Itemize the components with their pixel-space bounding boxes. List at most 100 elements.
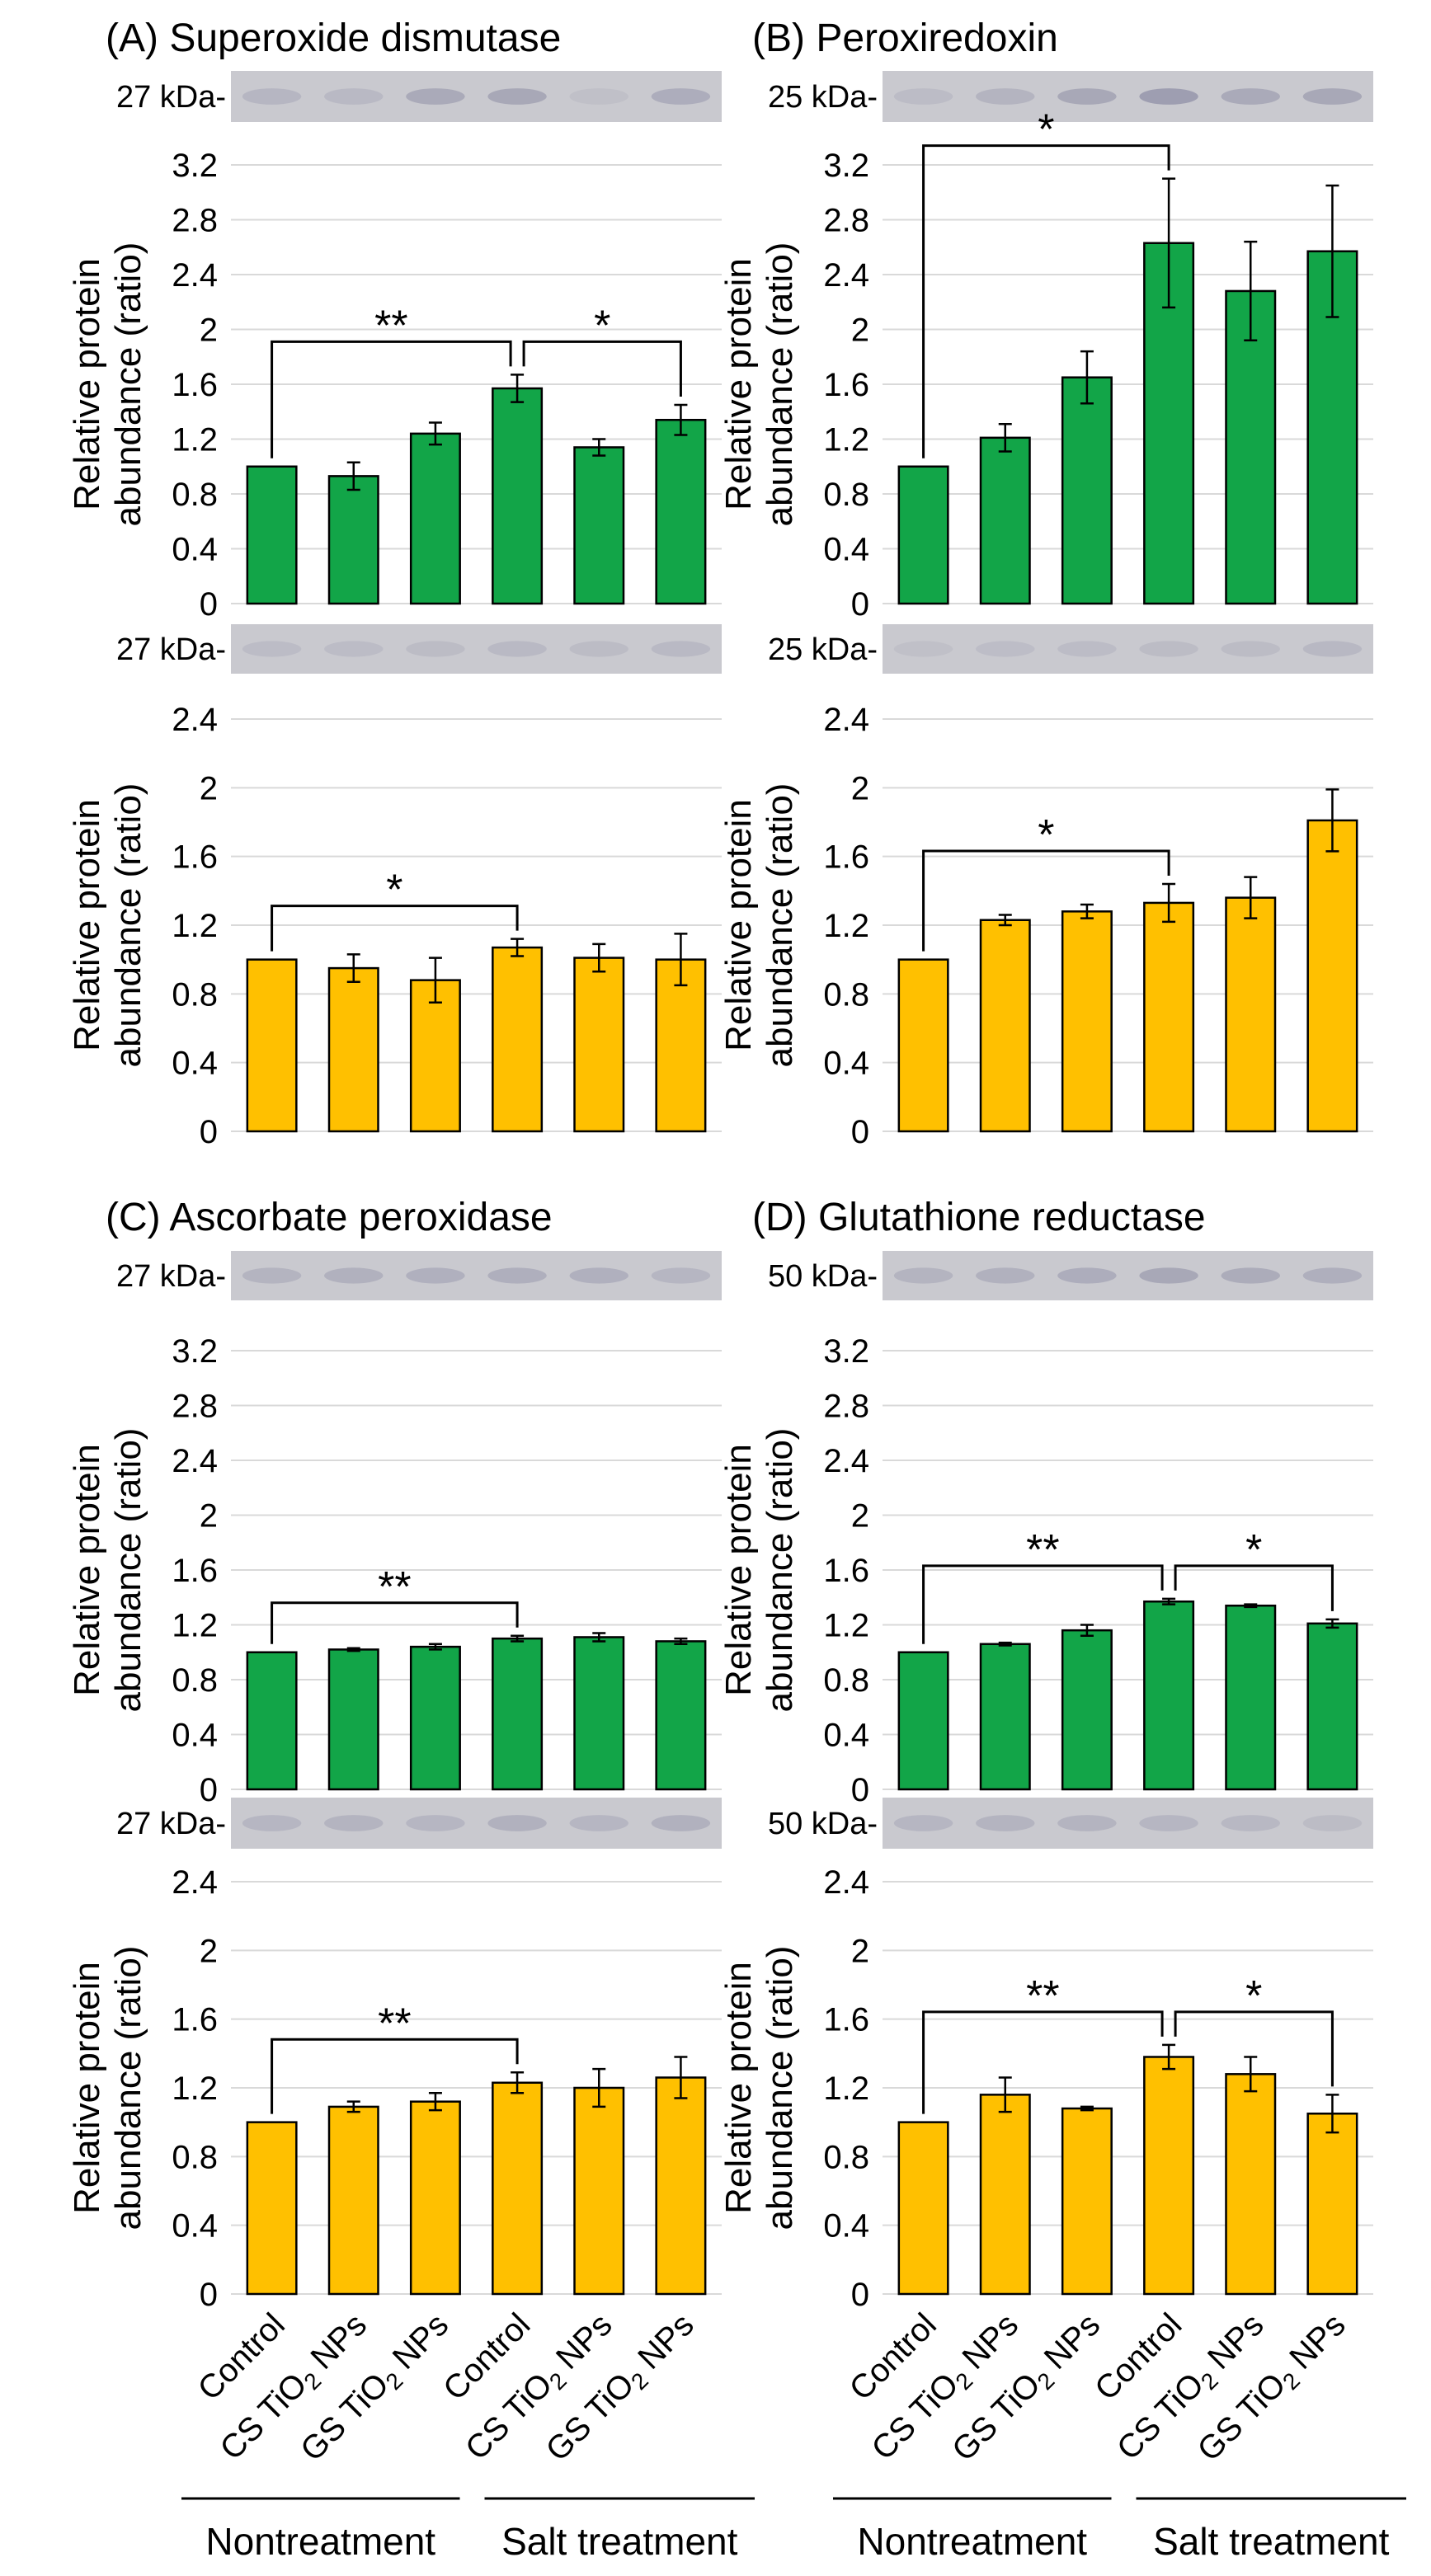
y-tick-label: 0.8 bbox=[172, 976, 218, 1013]
significance-bracket: * bbox=[922, 811, 1170, 952]
bar-chart: 0 0.4 0.8 1.2 1.6 2 2.4 Relative protein abundan… bbox=[67, 702, 722, 1150]
protein-band bbox=[893, 641, 953, 657]
bar-chart: 0 0.4 0.8 1.2 1.6 2 2.4 Relative protein abundan… bbox=[718, 702, 1373, 1150]
bar bbox=[492, 2081, 544, 2296]
protein-band bbox=[651, 1267, 711, 1284]
y-axis-label-line2: abundance (ratio) bbox=[760, 783, 800, 1068]
group-label: Nontreatment bbox=[857, 2520, 1087, 2563]
bar bbox=[327, 2105, 379, 2296]
bar-chart: 0 0.4 0.8 1.2 1.6 2 2.4 2.8 3.2 Relative protein a… bbox=[718, 106, 1373, 623]
significance-bracket: * bbox=[1174, 1972, 1334, 2087]
y-axis-label-line1: Relative protein bbox=[718, 258, 759, 510]
protein-band bbox=[1139, 641, 1198, 657]
bar bbox=[409, 2100, 461, 2296]
bar-chart: 0 0.4 0.8 1.2 1.6 2 2.4 2.8 3.2 Relative protein a… bbox=[67, 148, 722, 623]
protein-band bbox=[324, 1267, 384, 1284]
protein-band bbox=[569, 1815, 628, 1831]
protein-band bbox=[487, 1267, 547, 1284]
bar bbox=[573, 446, 625, 605]
protein-band bbox=[1139, 88, 1198, 105]
western-blot: 27 kDa- bbox=[116, 1251, 722, 1300]
y-axis-label: Relative protein abundance (ratio) bbox=[718, 1946, 800, 2230]
bar bbox=[1225, 896, 1277, 1133]
bracket-line bbox=[522, 340, 682, 397]
protein-band bbox=[406, 1815, 465, 1831]
bar bbox=[979, 919, 1031, 1133]
kda-label: 27 kDa- bbox=[116, 632, 226, 667]
y-axis-label-line2: abundance (ratio) bbox=[760, 242, 800, 527]
group-label: Salt treatment bbox=[1153, 2520, 1390, 2563]
y-axis-label-line1: Relative protein bbox=[67, 258, 107, 510]
y-tick-label: 1.6 bbox=[172, 839, 218, 876]
y-axis-label-line2: abundance (ratio) bbox=[108, 242, 148, 527]
protein-band bbox=[976, 1267, 1035, 1284]
y-tick-label: 2 bbox=[200, 1498, 218, 1535]
bar bbox=[409, 432, 461, 605]
y-tick-label: 0.4 bbox=[823, 1718, 869, 1754]
bracket-line bbox=[271, 340, 512, 458]
bracket-line bbox=[922, 144, 1170, 458]
significance-mark: ** bbox=[1026, 1526, 1059, 1574]
kda-label: 27 kDa- bbox=[116, 80, 226, 115]
y-axis-label-line2: abundance (ratio) bbox=[108, 1946, 148, 2230]
y-tick-label: 2.4 bbox=[823, 702, 869, 738]
bar-chart: 0 0.4 0.8 1.2 1.6 2 2.4 2.8 3.2 Relative protein a… bbox=[67, 1333, 722, 1808]
bar bbox=[492, 387, 544, 605]
y-axis-label: Relative protein abundance (ratio) bbox=[67, 242, 148, 527]
significance-mark: ** bbox=[374, 302, 407, 350]
protein-band bbox=[1302, 1267, 1363, 1284]
protein-band bbox=[1139, 1267, 1198, 1284]
significance-mark: * bbox=[1245, 1972, 1262, 2020]
bar bbox=[655, 1640, 707, 1791]
y-tick-label: 2 bbox=[851, 770, 869, 806]
protein-band bbox=[893, 1815, 953, 1831]
bar bbox=[1143, 2056, 1195, 2296]
protein-band bbox=[487, 641, 547, 657]
protein-band bbox=[487, 88, 547, 105]
significance-bracket: ** bbox=[922, 1526, 1164, 1644]
kda-label: 27 kDa- bbox=[116, 1807, 226, 1841]
y-tick-label: 2.4 bbox=[172, 1443, 218, 1479]
y-tick-label: 2.8 bbox=[823, 1389, 869, 1425]
bar bbox=[409, 1645, 461, 1791]
y-tick-label: 0.4 bbox=[823, 2208, 869, 2245]
bar bbox=[1061, 2107, 1113, 2296]
significance-mark: * bbox=[1038, 811, 1054, 859]
y-tick-label: 1.6 bbox=[823, 367, 869, 403]
significance-mark: ** bbox=[378, 1563, 411, 1611]
y-tick-label: 0.8 bbox=[172, 2139, 218, 2175]
significance-bracket: ** bbox=[271, 302, 512, 458]
significance-mark: ** bbox=[378, 2000, 411, 2047]
bar bbox=[897, 958, 949, 1133]
significance-bracket: ** bbox=[271, 1563, 519, 1644]
y-tick-label: 0 bbox=[200, 2277, 218, 2313]
y-tick-label: 0.4 bbox=[172, 2208, 218, 2245]
y-axis-label: Relative protein abundance (ratio) bbox=[718, 242, 800, 527]
protein-band bbox=[324, 88, 384, 105]
protein-band bbox=[976, 88, 1035, 105]
western-blot: 27 kDa- bbox=[116, 624, 722, 674]
blot-background bbox=[231, 624, 722, 674]
blot-background bbox=[231, 71, 722, 122]
bar bbox=[1061, 910, 1113, 1133]
bar bbox=[573, 957, 625, 1133]
bar bbox=[1306, 819, 1358, 1133]
western-blot: 25 kDa- bbox=[768, 624, 1373, 674]
y-tick-label: 0 bbox=[851, 1114, 869, 1150]
protein-band bbox=[1221, 88, 1280, 105]
blot-background bbox=[231, 1798, 722, 1849]
protein-band bbox=[242, 88, 302, 105]
protein-band bbox=[651, 1815, 711, 1831]
y-tick-label: 1.2 bbox=[823, 422, 869, 458]
bar bbox=[246, 465, 298, 605]
blot-background bbox=[883, 71, 1373, 122]
bar bbox=[492, 1637, 544, 1791]
y-tick-label: 1.2 bbox=[172, 422, 218, 458]
y-tick-label: 1.2 bbox=[823, 1608, 869, 1644]
y-tick-label: 0 bbox=[851, 1772, 869, 1808]
bar bbox=[492, 946, 544, 1133]
y-tick-label: 2.8 bbox=[172, 1389, 218, 1425]
